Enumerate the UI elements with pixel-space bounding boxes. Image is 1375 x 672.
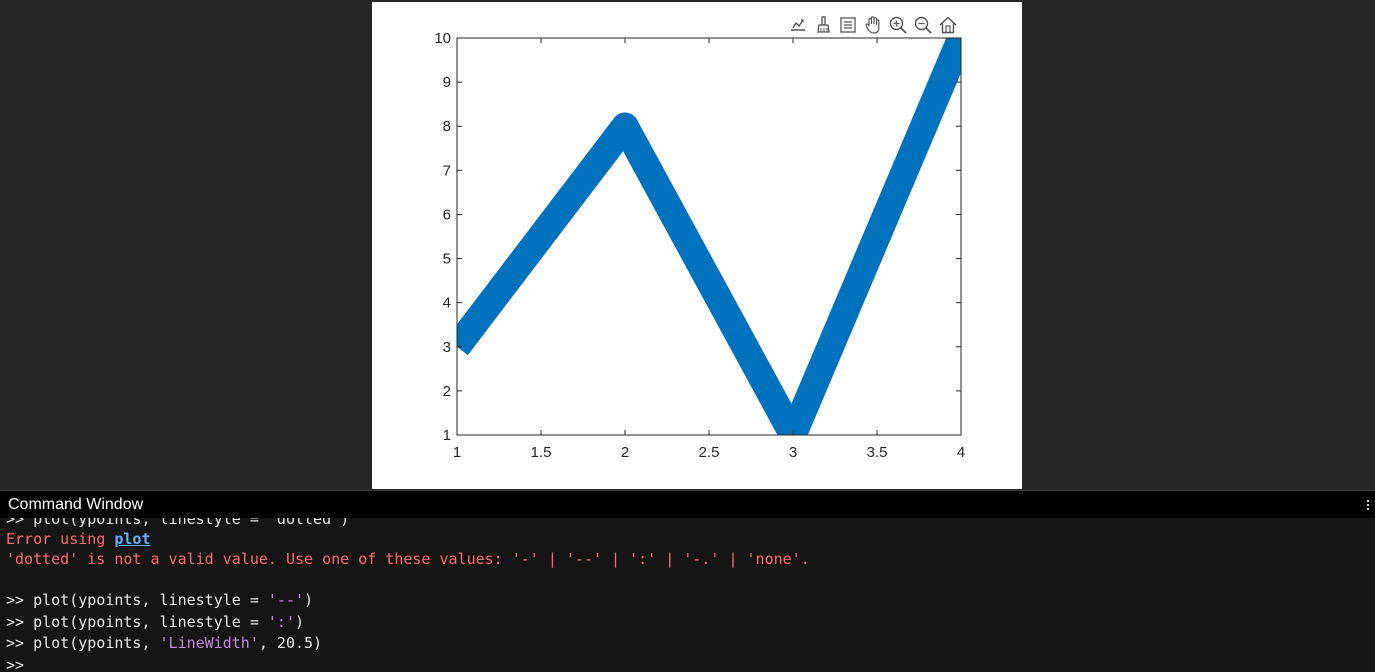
y-tick-label: 1 xyxy=(443,427,451,444)
x-tick-label: 3 xyxy=(789,444,797,461)
history-command-2: >> plot(ypoints, linestyle = ':') xyxy=(6,612,304,632)
string-literal: '--' xyxy=(267,591,305,609)
command-text: , 20.5) xyxy=(258,634,323,652)
y-tick-label: 3 xyxy=(443,339,451,356)
zoom-in-button[interactable] xyxy=(886,13,910,37)
y-tick-label: 6 xyxy=(443,206,451,223)
more-options-icon[interactable] xyxy=(1363,491,1373,519)
command-text: ) xyxy=(295,613,305,631)
command-text: ) xyxy=(304,591,314,609)
zoom-in-icon xyxy=(889,16,907,34)
export-icon xyxy=(791,19,805,31)
error-prefix: Error using xyxy=(6,530,115,548)
command-window-title: Command Window xyxy=(8,496,144,513)
zoom-out-icon xyxy=(914,16,932,34)
string-literal: ':' xyxy=(267,613,295,631)
export-button[interactable] xyxy=(786,13,810,37)
series-line-1[interactable] xyxy=(457,38,961,435)
data-tips-button[interactable] xyxy=(836,13,860,37)
pan-icon xyxy=(865,16,880,34)
x-tick-label: 2.5 xyxy=(699,444,720,461)
error-line: Error using plot xyxy=(6,529,151,549)
command-window-body[interactable]: >> plot(ypoints, linestyle = 'dotted') E… xyxy=(0,518,1375,672)
y-tick-label: 7 xyxy=(443,162,451,179)
x-tick-label: 2 xyxy=(621,444,629,461)
error-function-link[interactable]: plot xyxy=(114,530,151,548)
brush-button[interactable] xyxy=(811,13,835,37)
home-icon xyxy=(939,16,957,34)
y-tick-label: 9 xyxy=(443,74,451,91)
x-tick-label: 1.5 xyxy=(531,444,552,461)
command-text: >> plot(ypoints, xyxy=(6,634,160,652)
data-tips-icon xyxy=(840,17,856,33)
line-plot[interactable]: 1 1.5 2 2.5 3 3.5 4 1 2 3 4 5 6 7 8 9 10 xyxy=(372,2,1022,489)
axes-toolbar xyxy=(786,13,960,37)
brush-icon xyxy=(817,16,830,33)
y-tick-label: 10 xyxy=(434,30,451,47)
command-window-header: Command Window xyxy=(0,490,1375,518)
string-literal: 'LineWidth' xyxy=(159,634,259,652)
figure-canvas: 1 1.5 2 2.5 3 3.5 4 1 2 3 4 5 6 7 8 9 10 xyxy=(372,2,1022,489)
history-line-clipped: >> plot(ypoints, linestyle = 'dotted') xyxy=(6,518,350,528)
y-tick-label: 8 xyxy=(443,118,451,135)
command-prompt[interactable]: >> xyxy=(6,656,25,672)
y-tick-label: 2 xyxy=(443,383,451,400)
x-tick-label: 4 xyxy=(957,444,965,461)
error-message: 'dotted' is not a valid value. Use one o… xyxy=(6,550,810,568)
home-button[interactable] xyxy=(936,13,960,37)
zoom-out-button[interactable] xyxy=(911,13,935,37)
x-tick-label: 3.5 xyxy=(867,444,888,461)
pan-button[interactable] xyxy=(861,13,885,37)
command-text: >> plot(ypoints, linestyle = xyxy=(6,591,268,609)
x-tick-label: 1 xyxy=(453,444,461,461)
history-command-1: >> plot(ypoints, linestyle = '--') xyxy=(6,590,313,610)
y-tick-label: 5 xyxy=(443,251,451,268)
figure-panel: 1 1.5 2 2.5 3 3.5 4 1 2 3 4 5 6 7 8 9 10 xyxy=(372,2,1022,489)
y-tick-label: 4 xyxy=(443,295,451,312)
history-command-3: >> plot(ypoints, 'LineWidth', 20.5) xyxy=(6,633,322,653)
command-text: >> plot(ypoints, linestyle = xyxy=(6,613,268,631)
